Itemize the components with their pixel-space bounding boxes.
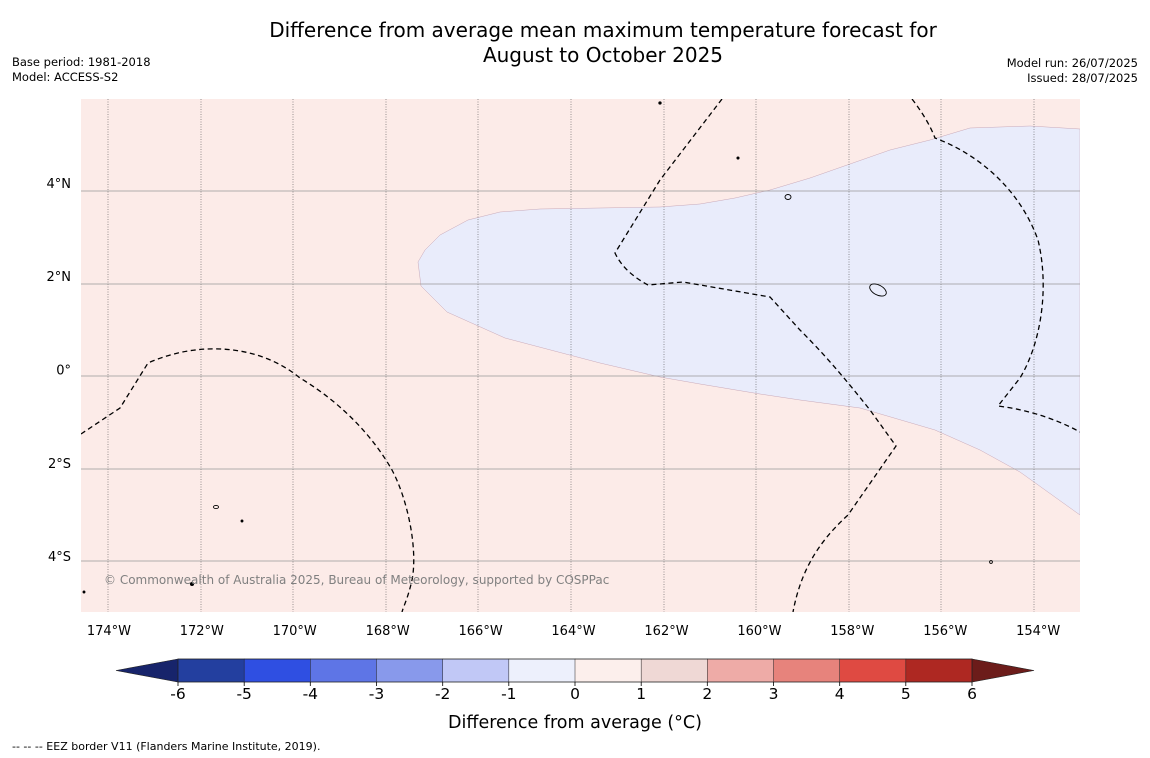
title-line-2: August to October 2025 bbox=[482, 43, 724, 67]
issued-date: Issued: 28/07/2025 bbox=[1027, 71, 1138, 85]
colorbar-bin bbox=[839, 658, 907, 683]
colorbar: -6 -5 -4 -3 -2 -1 0 1 2 3 4 5 6 Difference from aver… bbox=[115, 658, 1035, 733]
colorbar-tick-label: -1 bbox=[501, 685, 516, 703]
lon-tick-label: 166°W bbox=[459, 624, 503, 639]
base-period: Base period: 1981-2018 bbox=[12, 55, 151, 69]
model-run: Model run: 26/07/2025 bbox=[1006, 56, 1138, 70]
colorbar-tick-label: 0 bbox=[570, 685, 580, 703]
lon-tick-label: 158°W bbox=[830, 624, 874, 639]
eez-border-line-islands-east bbox=[911, 99, 1080, 433]
lat-tick-label: 2°S bbox=[48, 457, 71, 472]
latitude-labels: 4°N 2°N 0° 2°S 4°S bbox=[47, 177, 72, 565]
lat-tick-label: 4°N bbox=[47, 177, 72, 192]
colorbar-tick-label: -3 bbox=[369, 685, 384, 703]
colorbar-extend-high bbox=[971, 658, 1035, 683]
colorbar-tick-label: -4 bbox=[303, 685, 318, 703]
colorbar-bin bbox=[773, 658, 841, 683]
lat-tick-label: 0° bbox=[56, 364, 71, 379]
colorbar-bins bbox=[177, 658, 973, 683]
lon-tick-label: 160°W bbox=[737, 624, 781, 639]
lon-tick-label: 154°W bbox=[1016, 624, 1060, 639]
longitude-labels: 174°W 172°W 170°W 168°W 166°W 164°W 162°W 160°W… bbox=[87, 624, 1061, 639]
lon-tick-label: 174°W bbox=[87, 624, 131, 639]
colorbar-label: Difference from average (°C) bbox=[448, 713, 702, 733]
island-speck-5 bbox=[989, 560, 993, 564]
title-line-1: Difference from average mean maximum tem… bbox=[269, 18, 937, 42]
colorbar-bin bbox=[905, 658, 973, 683]
island-swains bbox=[213, 504, 219, 510]
colorbar-bin bbox=[177, 658, 245, 683]
island-speck-4 bbox=[240, 519, 244, 523]
lon-tick-label: 164°W bbox=[551, 624, 595, 639]
colorbar-tick-label: 6 bbox=[967, 685, 977, 703]
meta-right: Model run: 26/07/2025 Issued: 28/07/2025 bbox=[1007, 56, 1138, 86]
lon-tick-label: 170°W bbox=[273, 624, 317, 639]
colorbar-tick-label: 3 bbox=[769, 685, 779, 703]
colorbar-bin bbox=[574, 658, 642, 683]
colorbar-bin bbox=[243, 658, 311, 683]
model-name: Model: ACCESS-S2 bbox=[12, 70, 119, 84]
colorbar-bin bbox=[442, 658, 510, 683]
eez-borders bbox=[81, 99, 1080, 612]
colorbar-tick-label: 4 bbox=[835, 685, 845, 703]
colorbar-bin bbox=[376, 658, 444, 683]
colorbar-bin bbox=[310, 658, 378, 683]
colorbar-extend-low bbox=[115, 658, 179, 683]
lat-tick-label: 4°S bbox=[48, 550, 71, 565]
colorbar-tick-label: -6 bbox=[170, 685, 185, 703]
lon-tick-label: 162°W bbox=[644, 624, 688, 639]
island-speck-2 bbox=[658, 101, 662, 105]
colorbar-bin bbox=[707, 658, 775, 683]
island-speck-3 bbox=[736, 156, 740, 160]
lon-tick-label: 156°W bbox=[923, 624, 967, 639]
copyright-notice: © Commonwealth of Australia 2025, Bureau… bbox=[104, 573, 609, 587]
islands bbox=[82, 101, 993, 594]
eez-border-line-islands-west bbox=[614, 99, 897, 612]
colorbar-tick-label: 2 bbox=[702, 685, 712, 703]
grid-lines bbox=[81, 99, 1080, 612]
lon-tick-label: 172°W bbox=[180, 624, 224, 639]
colorbar-bin bbox=[508, 658, 576, 683]
eez-border-kiribati-phoenix bbox=[81, 348, 415, 612]
lat-tick-label: 2°N bbox=[47, 270, 72, 285]
eez-footnote: -- -- -- EEZ border V11 (Flanders Marine… bbox=[12, 740, 321, 753]
island-speck-6 bbox=[82, 590, 86, 594]
colorbar-tick-label: -2 bbox=[435, 685, 450, 703]
colorbar-ticks: -6 -5 -4 -3 -2 -1 0 1 2 3 4 5 6 bbox=[170, 682, 977, 703]
chart-title: Difference from average mean maximum tem… bbox=[0, 18, 1150, 68]
cool-anomaly-region bbox=[417, 125, 1080, 516]
island-tabuaeran bbox=[784, 194, 792, 200]
lon-tick-label: 168°W bbox=[366, 624, 410, 639]
island-speck-1 bbox=[189, 581, 195, 587]
colorbar-tick-label: 5 bbox=[901, 685, 911, 703]
colorbar-bin bbox=[640, 658, 708, 683]
island-kiritimati bbox=[869, 283, 887, 297]
colorbar-tick-label: 1 bbox=[636, 685, 646, 703]
colorbar-tick-label: -5 bbox=[236, 685, 251, 703]
meta-left: Base period: 1981-2018 Model: ACCESS-S2 bbox=[12, 55, 151, 85]
